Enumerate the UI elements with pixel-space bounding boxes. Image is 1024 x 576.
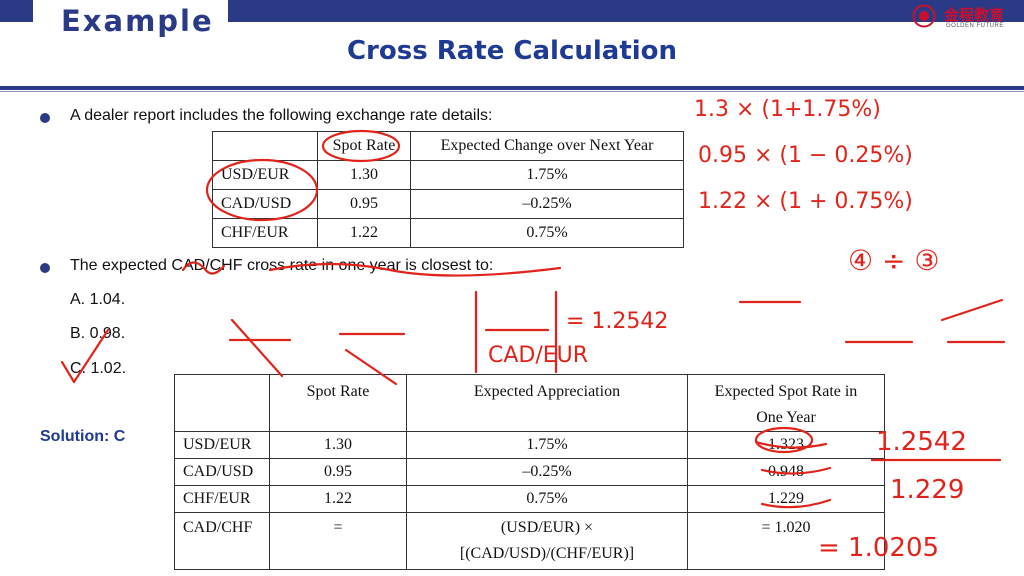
- table-cell: = 1.020: [687, 512, 885, 570]
- table-row: CAD/USD 0.95 –0.25%: [212, 189, 684, 219]
- intro-bullet: A dealer report includes the following e…: [40, 107, 600, 129]
- table-row: CAD/USD 0.95 –0.25% 0.948: [174, 458, 885, 486]
- header-line: One Year: [756, 409, 816, 426]
- table-row: CAD/CHF = (USD/EUR) × [(CAD/USD)/(CHF/EU…: [174, 512, 885, 570]
- logo-subtext: GOLDEN FUTURE: [946, 23, 1004, 29]
- annotation-result: = 1.2542: [566, 309, 668, 334]
- formula-line: [(CAD/USD)/(CHF/EUR)]: [459, 545, 635, 562]
- table-cell: 1.75%: [410, 160, 684, 190]
- table-cell: CAD/USD: [212, 189, 318, 219]
- table-row: USD/EUR 1.30 1.75% 1.323: [174, 431, 885, 459]
- table-cell: 1.75%: [406, 431, 688, 459]
- table-header-row: Spot Rate Expected Appreciation Expected…: [174, 374, 885, 432]
- table-cell: 1.323: [687, 431, 885, 459]
- rates-table: Spot Rate Expected Change over Next Year…: [212, 131, 684, 248]
- table-cell: CHF/EUR: [174, 485, 270, 513]
- section-label: Example: [61, 4, 214, 38]
- table-cell: 0.95: [317, 189, 411, 219]
- table-cell: =: [269, 512, 407, 570]
- header-line: Expected Spot Rate in: [714, 383, 858, 400]
- option-a[interactable]: A. 1.04.: [70, 291, 126, 308]
- table-cell: 0.95: [269, 458, 407, 486]
- table-cell: CAD/CHF: [174, 512, 270, 570]
- logo-text: 金程教育: [944, 6, 1005, 24]
- table-header-row: Spot Rate Expected Change over Next Year: [212, 131, 684, 161]
- table-cell: (USD/EUR) × [(CAD/USD)/(CHF/EUR)]: [406, 512, 688, 570]
- header-divider-thin: [0, 91, 1024, 92]
- cancel-strike: [230, 318, 284, 378]
- bullet-icon: [40, 113, 50, 123]
- table-cell: USD/EUR: [174, 431, 270, 459]
- question-prompt: The expected CAD/CHF cross rate in one y…: [70, 257, 494, 274]
- table-cell: 1.22: [269, 485, 407, 513]
- annotation-numerator: 1.2542: [876, 427, 967, 457]
- page-title: Cross Rate Calculation: [346, 36, 678, 66]
- prompt-bullet: The expected CAD/CHF cross rate in one y…: [40, 257, 600, 279]
- table-cell: 1.22: [317, 218, 411, 248]
- annotation-eq1: 1.3 × (1+1.75%): [694, 97, 881, 122]
- annotation-denominator: 1.229: [890, 475, 964, 505]
- top-banner: [0, 0, 1024, 22]
- table-cell: –0.25%: [406, 458, 688, 486]
- table-cell: USD/EUR: [212, 160, 318, 190]
- logo-mark-icon: [912, 4, 936, 28]
- section-tab: [33, 0, 228, 44]
- table-row: USD/EUR 1.30 1.75%: [212, 160, 684, 190]
- intro-text: A dealer report includes the following e…: [70, 107, 493, 124]
- table-cell: 1.30: [269, 431, 407, 459]
- table-header-cell: [212, 131, 318, 161]
- annotation-eq2: 0.95 × (1 − 0.25%): [698, 143, 913, 168]
- annotation-eq3: 1.22 × (1 + 0.75%): [698, 189, 913, 214]
- table-row: CHF/EUR 1.22 0.75% 1.229: [174, 485, 885, 513]
- solution-table: Spot Rate Expected Appreciation Expected…: [174, 374, 885, 570]
- table-header-cell: Expected Spot Rate in One Year: [687, 374, 885, 432]
- formula-line: (USD/EUR) ×: [500, 519, 594, 536]
- option-b[interactable]: B. 0.98.: [70, 325, 126, 342]
- table-cell: 1.229: [687, 485, 885, 513]
- solution-label: Solution: C: [40, 428, 126, 445]
- table-cell: –0.25%: [410, 189, 684, 219]
- header-divider: [0, 86, 1024, 90]
- annotation-step: ④ ÷ ③: [848, 244, 939, 277]
- table-header-cell: Spot Rate: [317, 131, 411, 161]
- table-header-cell: [174, 374, 270, 432]
- option-c[interactable]: C. 1.02.: [70, 360, 127, 377]
- table-cell: 0.75%: [410, 218, 684, 248]
- cancel-strike: [940, 298, 1004, 322]
- table-header-cell: Spot Rate: [269, 374, 407, 432]
- table-cell: CAD/USD: [174, 458, 270, 486]
- table-header-cell: Expected Change over Next Year: [410, 131, 684, 161]
- table-cell: 1.30: [317, 160, 411, 190]
- table-cell: CHF/EUR: [212, 218, 318, 248]
- bullet-icon: [40, 263, 50, 273]
- table-cell: 0.948: [687, 458, 885, 486]
- table-header-cell: Expected Appreciation: [406, 374, 688, 432]
- table-cell: 0.75%: [406, 485, 688, 513]
- brand-logo: 金程教育 GOLDEN FUTURE: [912, 3, 1016, 33]
- annotation-pair: CAD/EUR: [488, 343, 588, 368]
- table-row: CHF/EUR 1.22 0.75%: [212, 218, 684, 248]
